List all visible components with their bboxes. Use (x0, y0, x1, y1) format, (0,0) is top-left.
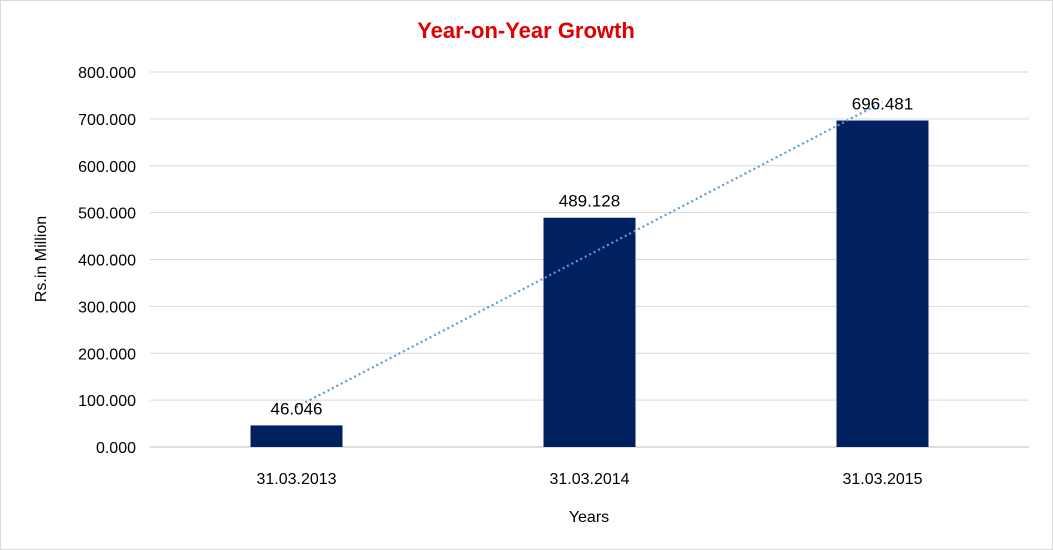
data-label: 46.046 (271, 399, 323, 418)
y-tick-label: 600.000 (78, 159, 136, 176)
y-tick-label: 400.000 (78, 253, 136, 270)
y-tick-label: 800.000 (78, 65, 136, 82)
chart-title: Year-on-Year Growth (417, 18, 635, 43)
x-tick-label: 31.03.2013 (256, 471, 336, 488)
data-label: 696.481 (852, 95, 913, 114)
y-axis-ticks: 0.000 100.000 200.000 300.000 400.000 500.000… (78, 65, 136, 457)
data-label: 489.128 (559, 192, 620, 211)
x-axis-ticks: 31.03.2013 31.03.2014 31.03.2015 (256, 471, 922, 488)
x-axis-label: Years (569, 509, 609, 526)
y-tick-label: 0.000 (96, 440, 136, 457)
bar (543, 217, 636, 447)
y-tick-label: 200.000 (78, 346, 136, 363)
trendline-path (295, 101, 884, 408)
bar (836, 120, 929, 447)
y-axis-label: Rs.in Million (33, 216, 50, 302)
y-tick-label: 500.000 (78, 206, 136, 223)
x-tick-label: 31.03.2015 (842, 471, 922, 488)
data-labels: 46.046 489.128 696.481 (271, 95, 914, 419)
bars (250, 120, 929, 447)
y-tick-label: 100.000 (78, 393, 136, 410)
x-tick-label: 31.03.2014 (549, 471, 629, 488)
trendline (295, 101, 884, 408)
y-tick-label: 700.000 (78, 112, 136, 129)
y-tick-label: 300.000 (78, 299, 136, 316)
bar (250, 425, 343, 447)
